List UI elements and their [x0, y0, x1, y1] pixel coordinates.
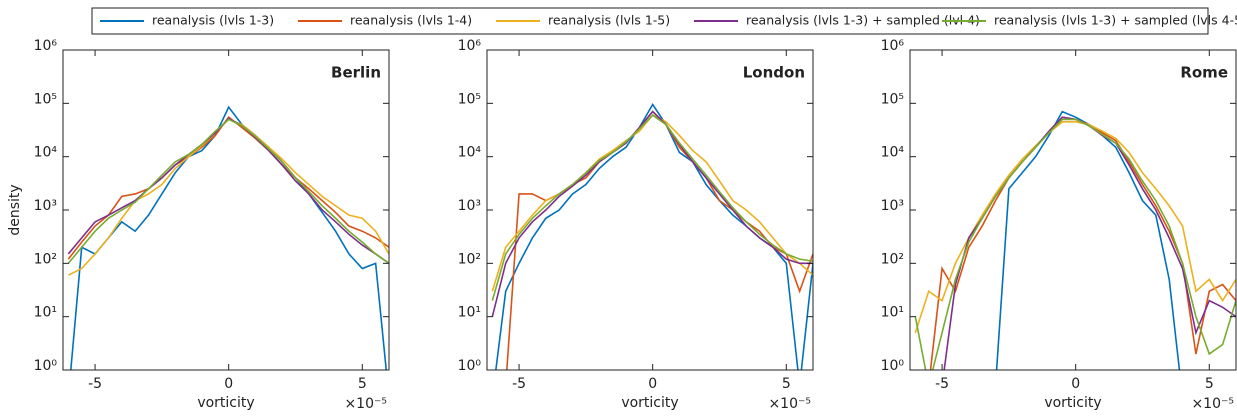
series-line	[491, 110, 813, 317]
y-tick-label: 10⁶	[34, 38, 58, 54]
y-tick-label: 10⁴	[458, 145, 482, 161]
legend-label: reanalysis (lvls 1-4)	[350, 13, 472, 28]
series-line	[495, 103, 813, 370]
y-tick-label: 10³	[34, 198, 57, 214]
x-tick-label: -5	[512, 376, 526, 392]
x-multiplier: ×10⁻⁵	[344, 396, 387, 412]
y-tick-label: 10²	[34, 251, 57, 267]
y-tick-label: 10¹	[881, 305, 904, 321]
y-tick-label: 10⁵	[34, 91, 57, 107]
series-line	[995, 110, 1181, 370]
lines	[491, 103, 813, 370]
series-line	[67, 116, 389, 260]
plot-frame	[486, 49, 814, 371]
x-multiplier: ×10⁻⁵	[1191, 396, 1234, 412]
x-tick-label: 0	[224, 376, 233, 392]
lines	[67, 105, 389, 370]
x-axis-label: vorticity	[1044, 395, 1101, 411]
series-line	[67, 117, 389, 264]
x-tick-label: 5	[1205, 376, 1214, 392]
x-tick-label: -5	[88, 376, 102, 392]
y-tick-label: 10⁰	[34, 358, 58, 374]
y-tick-label: 10⁵	[881, 91, 904, 107]
y-tick-label: 10⁰	[458, 358, 482, 374]
x-multiplier: ×10⁻⁵	[768, 396, 811, 412]
y-tick-label: 10⁵	[458, 91, 481, 107]
series-line	[67, 118, 389, 264]
legend-label: reanalysis (lvls 1-3) + sampled (lvl 4)	[746, 13, 980, 28]
x-tick-label: 0	[1071, 376, 1080, 392]
legend-label: reanalysis (lvls 1-3)	[152, 13, 274, 28]
legend-label: reanalysis (lvls 1-3) + sampled (lvls 4-…	[994, 13, 1237, 28]
y-tick-label: 10⁶	[458, 38, 482, 54]
series-line	[67, 118, 389, 276]
legend-label: reanalysis (lvls 1-5)	[548, 13, 670, 28]
plot-frame	[909, 49, 1237, 371]
x-tick-label: -5	[935, 376, 949, 392]
y-tick-label: 10³	[881, 198, 904, 214]
y-tick-label: 10³	[458, 198, 481, 214]
series-line	[914, 118, 1236, 370]
series-line	[491, 114, 813, 292]
y-tick-label: 10⁴	[34, 145, 58, 161]
x-tick-label: 0	[648, 376, 657, 392]
lines	[914, 110, 1236, 370]
chart-title: London	[743, 64, 805, 82]
x-tick-label: 5	[358, 376, 367, 392]
x-axis-label: vorticity	[621, 395, 678, 411]
y-tick-label: 10⁴	[881, 145, 905, 161]
x-tick-label: 5	[782, 376, 791, 392]
chart-title: Rome	[1180, 64, 1228, 82]
series-line	[70, 105, 388, 370]
y-tick-label: 10⁶	[881, 38, 905, 54]
y-tick-label: 10¹	[34, 305, 57, 321]
y-tick-label: 10²	[881, 251, 904, 267]
x-axis-label: vorticity	[197, 395, 254, 411]
legend-box	[91, 7, 1209, 35]
y-tick-label: 10⁰	[881, 358, 905, 374]
y-axis-label: density	[7, 184, 23, 235]
series-line	[491, 114, 813, 301]
y-tick-label: 10¹	[458, 305, 481, 321]
chart-title: Berlin	[331, 64, 381, 82]
series-line	[506, 110, 813, 370]
y-tick-label: 10²	[458, 251, 481, 267]
